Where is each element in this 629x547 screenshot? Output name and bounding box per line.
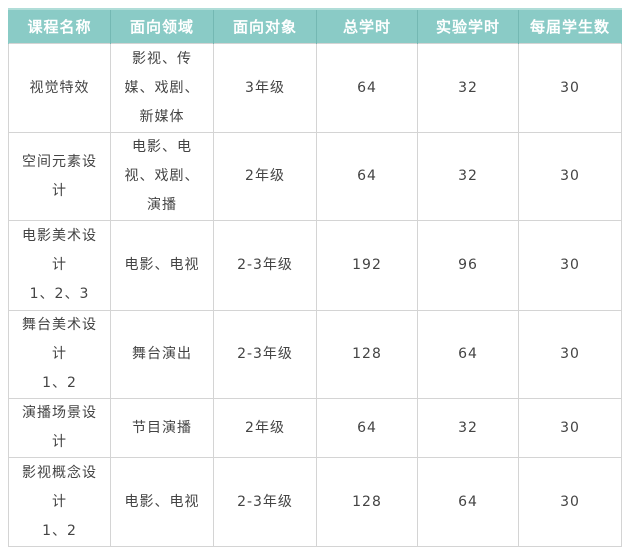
course-table: 课程名称 面向领域 面向对象 总学时 实验学时 每届学生数 视觉特效 影视、传 …	[8, 8, 622, 547]
cell-course-name: 视觉特效	[8, 43, 111, 133]
cell-students: 30	[518, 43, 622, 133]
column-header-field: 面向领域	[110, 8, 214, 44]
cell-course-name: 空间元素设 计	[8, 132, 111, 221]
cell-audience: 2-3年级	[213, 220, 317, 311]
cell-students: 30	[518, 132, 622, 221]
cell-lab-hours: 32	[417, 132, 519, 221]
cell-students: 30	[518, 220, 622, 311]
table-row: 影视概念设 计 1、2 电影、电视 2-3年级 128 64 30	[8, 457, 622, 547]
table-row: 舞台美术设 计 1、2 舞台演出 2-3年级 128 64 30	[8, 310, 622, 399]
table-body: 视觉特效 影视、传 媒、戏剧、 新媒体 3年级 64 32 30 空间元素设 计…	[8, 43, 622, 547]
header-row: 课程名称 面向领域 面向对象 总学时 实验学时 每届学生数	[8, 8, 622, 44]
cell-field: 电影、电 视、戏剧、 演播	[110, 132, 214, 221]
cell-field: 影视、传 媒、戏剧、 新媒体	[110, 43, 214, 133]
column-header-audience: 面向对象	[213, 8, 317, 44]
cell-lab-hours: 64	[417, 310, 519, 399]
cell-course-name: 演播场景设 计	[8, 398, 111, 458]
cell-lab-hours: 32	[417, 43, 519, 133]
cell-course-name: 电影美术设 计 1、2、3	[8, 220, 111, 311]
cell-audience: 2年级	[213, 398, 317, 458]
table-row: 电影美术设 计 1、2、3 电影、电视 2-3年级 192 96 30	[8, 220, 622, 311]
cell-total-hours: 64	[316, 43, 418, 133]
column-header-lab-hours: 实验学时	[417, 8, 519, 44]
cell-field: 电影、电视	[110, 220, 214, 311]
cell-lab-hours: 32	[417, 398, 519, 458]
cell-audience: 2-3年级	[213, 457, 317, 547]
column-header-course: 课程名称	[8, 8, 111, 44]
column-header-total-hours: 总学时	[316, 8, 418, 44]
cell-total-hours: 64	[316, 132, 418, 221]
cell-students: 30	[518, 457, 622, 547]
cell-course-name: 舞台美术设 计 1、2	[8, 310, 111, 399]
table-row: 视觉特效 影视、传 媒、戏剧、 新媒体 3年级 64 32 30	[8, 43, 622, 133]
cell-total-hours: 64	[316, 398, 418, 458]
cell-lab-hours: 64	[417, 457, 519, 547]
cell-students: 30	[518, 398, 622, 458]
cell-total-hours: 192	[316, 220, 418, 311]
cell-lab-hours: 96	[417, 220, 519, 311]
table-row: 空间元素设 计 电影、电 视、戏剧、 演播 2年级 64 32 30	[8, 132, 622, 221]
table-row: 演播场景设 计 节目演播 2年级 64 32 30	[8, 398, 622, 458]
table-header: 课程名称 面向领域 面向对象 总学时 实验学时 每届学生数	[8, 8, 622, 44]
cell-field: 节目演播	[110, 398, 214, 458]
cell-field: 电影、电视	[110, 457, 214, 547]
cell-field: 舞台演出	[110, 310, 214, 399]
cell-total-hours: 128	[316, 457, 418, 547]
cell-audience: 2-3年级	[213, 310, 317, 399]
column-header-students: 每届学生数	[518, 8, 622, 44]
cell-students: 30	[518, 310, 622, 399]
cell-total-hours: 128	[316, 310, 418, 399]
cell-audience: 2年级	[213, 132, 317, 221]
cell-course-name: 影视概念设 计 1、2	[8, 457, 111, 547]
cell-audience: 3年级	[213, 43, 317, 133]
